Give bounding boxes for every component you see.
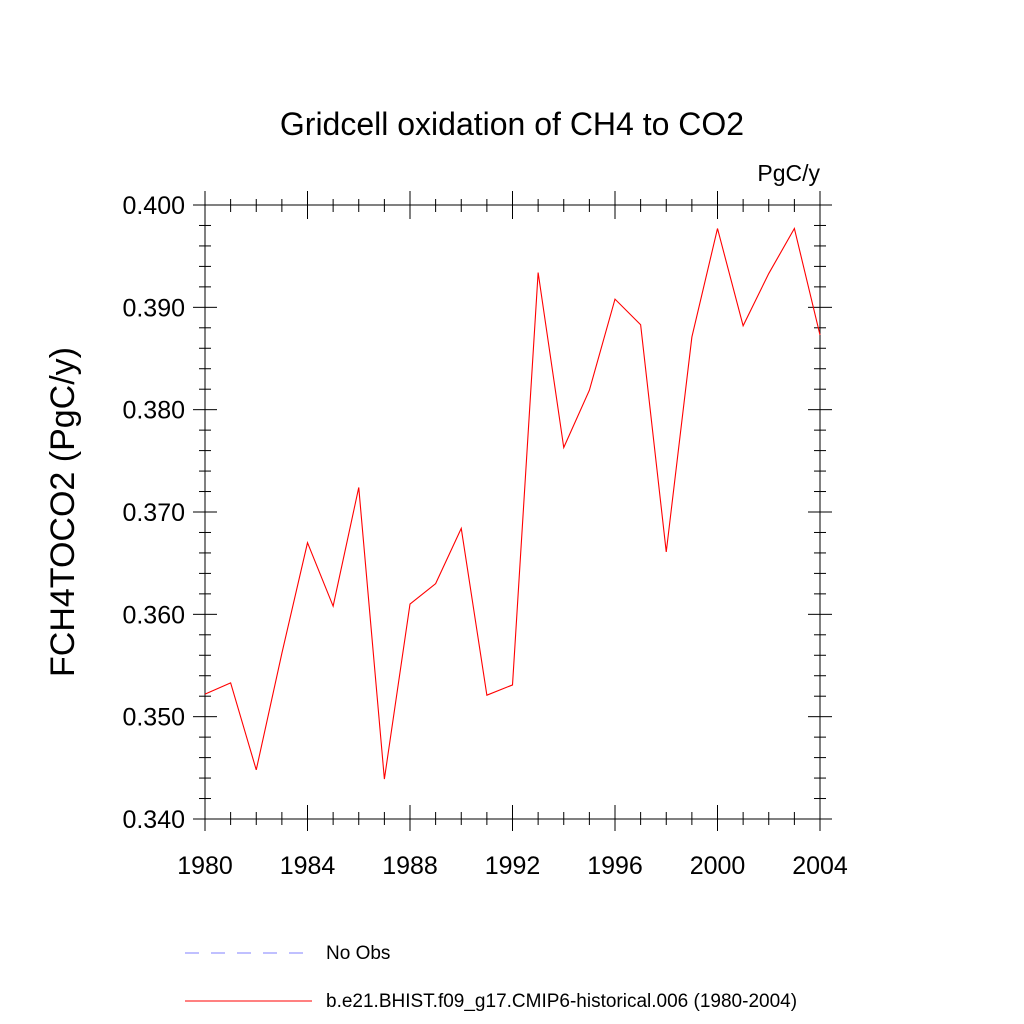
- chart-title: Gridcell oxidation of CH4 to CO2: [280, 106, 744, 142]
- x-tick-label: 1988: [382, 852, 438, 880]
- x-tick-label: 1984: [280, 852, 336, 880]
- x-tick-label: 1992: [485, 852, 541, 880]
- x-tick-label: 1996: [587, 852, 643, 880]
- y-tick-label: 0.340: [122, 806, 185, 834]
- x-tick-label: 2000: [690, 852, 746, 880]
- y-tick-label: 0.380: [122, 397, 185, 425]
- x-tick-labels: 1980 1984 1988 1992 1996 2000 2004: [177, 852, 848, 880]
- legend-label-historical: b.e21.BHIST.f09_g17.CMIP6-historical.006…: [326, 991, 797, 1012]
- major-ticks: [193, 191, 832, 831]
- y-tick-label: 0.350: [122, 704, 185, 732]
- legend-label-no-obs: No Obs: [326, 943, 390, 964]
- minor-ticks: [199, 199, 826, 825]
- x-tick-label: 1980: [177, 852, 233, 880]
- y-tick-label: 0.370: [122, 499, 185, 527]
- units-label: PgC/y: [757, 160, 820, 186]
- series-layer: [204, 227, 821, 780]
- y-tick-labels: 0.340 0.350 0.360 0.370 0.380 0.390 0.400: [122, 192, 185, 834]
- y-axis-label: FCH4TOCO2 (PgC/y): [44, 347, 82, 677]
- plot-frame: [204, 204, 821, 820]
- series-line-historical: [204, 227, 821, 780]
- y-tick-label: 0.390: [122, 294, 185, 322]
- x-tick-label: 2004: [792, 852, 848, 880]
- y-tick-label: 0.360: [122, 601, 185, 629]
- y-tick-label: 0.400: [122, 192, 185, 220]
- legend: No Obs b.e21.BHIST.f09_g17.CMIP6-histori…: [185, 943, 797, 1012]
